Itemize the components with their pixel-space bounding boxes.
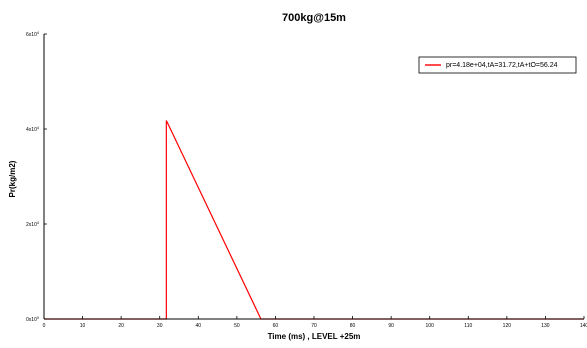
x-tick-label: 120 <box>503 323 512 329</box>
y-axis-label: Pr(kg/m2) <box>8 160 17 197</box>
x-tick-label: 10 <box>80 323 86 329</box>
x-tick-group: 0 10 20 30 40 50 60 70 80 90 100 110 120 130 140 <box>43 316 587 329</box>
x-tick-label: 50 <box>234 323 240 329</box>
x-tick-label: 90 <box>388 323 394 329</box>
legend-label: pr=4.18e+04,tA=31.72,tA+tO=56.24 <box>446 62 558 69</box>
x-tick-label: 30 <box>157 323 163 329</box>
legend-box <box>418 56 577 74</box>
y-tick-label: 2x104 <box>26 221 39 228</box>
x-tick-label: 20 <box>118 323 124 329</box>
y-tick-label: 6x104 <box>26 31 39 38</box>
x-tick-label: 0 <box>43 323 46 329</box>
y-tick-label: 0x100 <box>26 316 39 323</box>
x-tick-label: 70 <box>311 323 317 329</box>
x-tick-label: 40 <box>196 323 202 329</box>
x-tick-label: 130 <box>541 323 550 329</box>
x-tick-label: 140 <box>580 323 587 329</box>
y-tick-label: 4x104 <box>26 126 39 133</box>
x-axis-label: Time (ms) , LEVEL +25m <box>268 332 361 341</box>
x-tick-label: 80 <box>350 323 356 329</box>
y-tick-group: 0x100 2x104 4x104 6x104 <box>26 31 47 323</box>
legend: pr=4.18e+04,tA=31.72,tA+tO=56.24 <box>418 56 577 74</box>
x-tick-label: 100 <box>426 323 435 329</box>
x-tick-label: 60 <box>273 323 279 329</box>
plot-area: 0 10 20 30 40 50 60 70 80 90 100 110 120 130 140 0x100… <box>26 31 587 329</box>
x-tick-label: 110 <box>464 323 472 329</box>
chart-title: 700kg@15m <box>282 12 346 24</box>
